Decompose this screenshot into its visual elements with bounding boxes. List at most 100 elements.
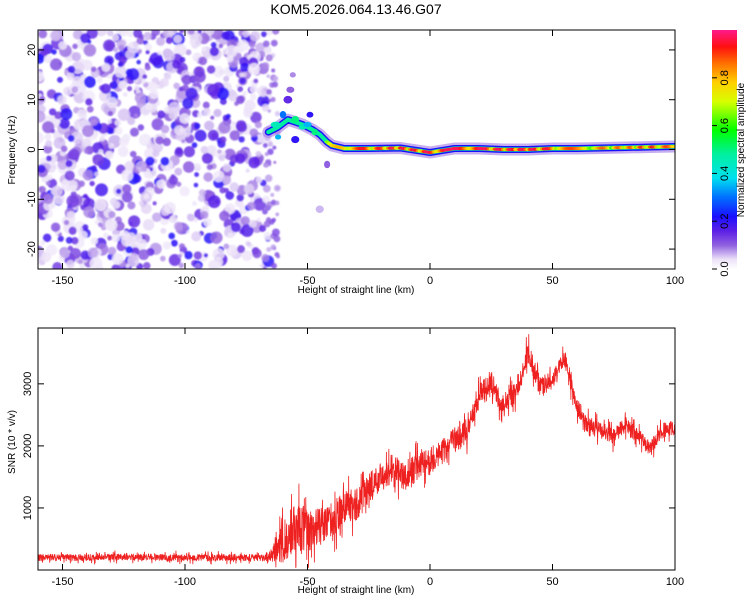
noise-blob bbox=[174, 125, 185, 136]
noise-blob bbox=[38, 131, 45, 144]
noise-blob bbox=[114, 126, 123, 136]
noise-blob bbox=[198, 189, 206, 197]
x-tick-label: 0 bbox=[427, 576, 433, 588]
noise-blob bbox=[236, 95, 245, 105]
noise-blob bbox=[248, 156, 260, 169]
noise-blob bbox=[252, 248, 262, 259]
noise-blob bbox=[82, 125, 94, 138]
noise-blob bbox=[257, 94, 270, 108]
noise-blob bbox=[194, 129, 207, 142]
noise-blob bbox=[242, 90, 248, 96]
noise-blob bbox=[266, 74, 270, 79]
noise-blob bbox=[82, 197, 96, 211]
noise-blob bbox=[122, 92, 128, 97]
noise-blob bbox=[274, 111, 281, 117]
noise-blob bbox=[243, 183, 255, 195]
noise-blob bbox=[78, 259, 83, 265]
snr-series-line bbox=[38, 334, 675, 569]
noise-blob bbox=[194, 162, 201, 170]
ridge-scatter-blob bbox=[289, 72, 296, 78]
noise-blob bbox=[78, 230, 88, 240]
colorbar-tick-label: 0.2 bbox=[719, 214, 731, 229]
noise-blob bbox=[246, 201, 256, 211]
noise-blob bbox=[42, 193, 54, 205]
noise-blob bbox=[49, 154, 58, 163]
noise-blob bbox=[262, 143, 268, 148]
noise-blob bbox=[97, 222, 103, 228]
spectrogram-noise-region bbox=[38, 30, 281, 269]
noise-blob bbox=[271, 217, 277, 223]
noise-blob bbox=[269, 82, 275, 88]
noise-blob bbox=[81, 138, 92, 149]
noise-blob bbox=[51, 185, 63, 197]
noise-blob bbox=[144, 102, 153, 111]
noise-blob bbox=[157, 50, 162, 55]
colorbar-label: Normalized spectral amplitude bbox=[736, 82, 747, 217]
noise-blob bbox=[222, 175, 232, 185]
ridge-scatter-blob bbox=[286, 86, 295, 93]
colorbar-tick-label: 0.0 bbox=[719, 261, 731, 276]
spectrogram-y-ticks: -20 -10 0 10 20 bbox=[26, 44, 675, 257]
noise-blob bbox=[271, 68, 276, 73]
noise-blob bbox=[38, 30, 48, 39]
noise-blob bbox=[184, 251, 193, 260]
noise-blob bbox=[129, 127, 139, 137]
noise-blob bbox=[63, 219, 70, 226]
noise-blob bbox=[270, 262, 277, 269]
noise-blob bbox=[118, 44, 125, 52]
noise-blob bbox=[197, 194, 206, 202]
noise-blob bbox=[257, 85, 269, 97]
noise-blob bbox=[100, 83, 111, 94]
noise-blob bbox=[249, 85, 258, 94]
noise-blob bbox=[181, 76, 187, 82]
noise-blob bbox=[144, 43, 153, 51]
noise-blob bbox=[151, 118, 164, 131]
noise-blob bbox=[230, 222, 241, 233]
noise-blob bbox=[249, 31, 261, 42]
noise-blob bbox=[248, 219, 257, 228]
noise-blob bbox=[267, 148, 274, 155]
noise-blob bbox=[167, 30, 176, 36]
colorbar-tick-label: 0.4 bbox=[719, 166, 731, 181]
noise-blob bbox=[234, 153, 246, 164]
noise-blob bbox=[256, 133, 266, 143]
noise-blob bbox=[160, 124, 170, 134]
noise-blob bbox=[117, 108, 131, 122]
noise-blob bbox=[137, 124, 145, 131]
noise-blob bbox=[39, 96, 45, 102]
noise-blob bbox=[204, 120, 215, 131]
noise-blob bbox=[210, 41, 217, 48]
noise-blob bbox=[267, 141, 274, 147]
noise-blob bbox=[248, 62, 261, 75]
noise-blob bbox=[127, 117, 136, 125]
noise-blob bbox=[60, 107, 73, 120]
noise-blob bbox=[191, 231, 202, 242]
noise-blob bbox=[202, 101, 210, 109]
noise-blob bbox=[65, 236, 73, 244]
noise-blob bbox=[134, 92, 147, 104]
noise-blob bbox=[66, 259, 75, 269]
noise-blob bbox=[224, 68, 230, 74]
noise-blob bbox=[143, 32, 152, 41]
colorbar-tick-label: 0.6 bbox=[719, 118, 731, 133]
noise-blob bbox=[90, 237, 98, 245]
noise-blob bbox=[124, 160, 135, 171]
noise-blob bbox=[58, 155, 64, 162]
noise-blob bbox=[270, 192, 275, 197]
noise-blob bbox=[114, 65, 127, 79]
noise-blob bbox=[68, 148, 80, 161]
noise-blob bbox=[122, 133, 131, 143]
snr-y-label: SNR (10 * v/v) bbox=[7, 410, 18, 474]
noise-blob bbox=[108, 211, 116, 219]
noise-blob bbox=[138, 133, 152, 147]
noise-blob bbox=[264, 174, 273, 182]
noise-blob bbox=[235, 120, 247, 132]
noise-blob bbox=[273, 160, 277, 164]
noise-blob bbox=[261, 62, 270, 70]
noise-blob bbox=[193, 251, 203, 260]
noise-blob bbox=[217, 149, 222, 154]
noise-blob bbox=[77, 108, 87, 119]
noise-blob bbox=[202, 205, 209, 212]
noise-blob bbox=[262, 40, 270, 48]
noise-blob bbox=[206, 65, 216, 74]
